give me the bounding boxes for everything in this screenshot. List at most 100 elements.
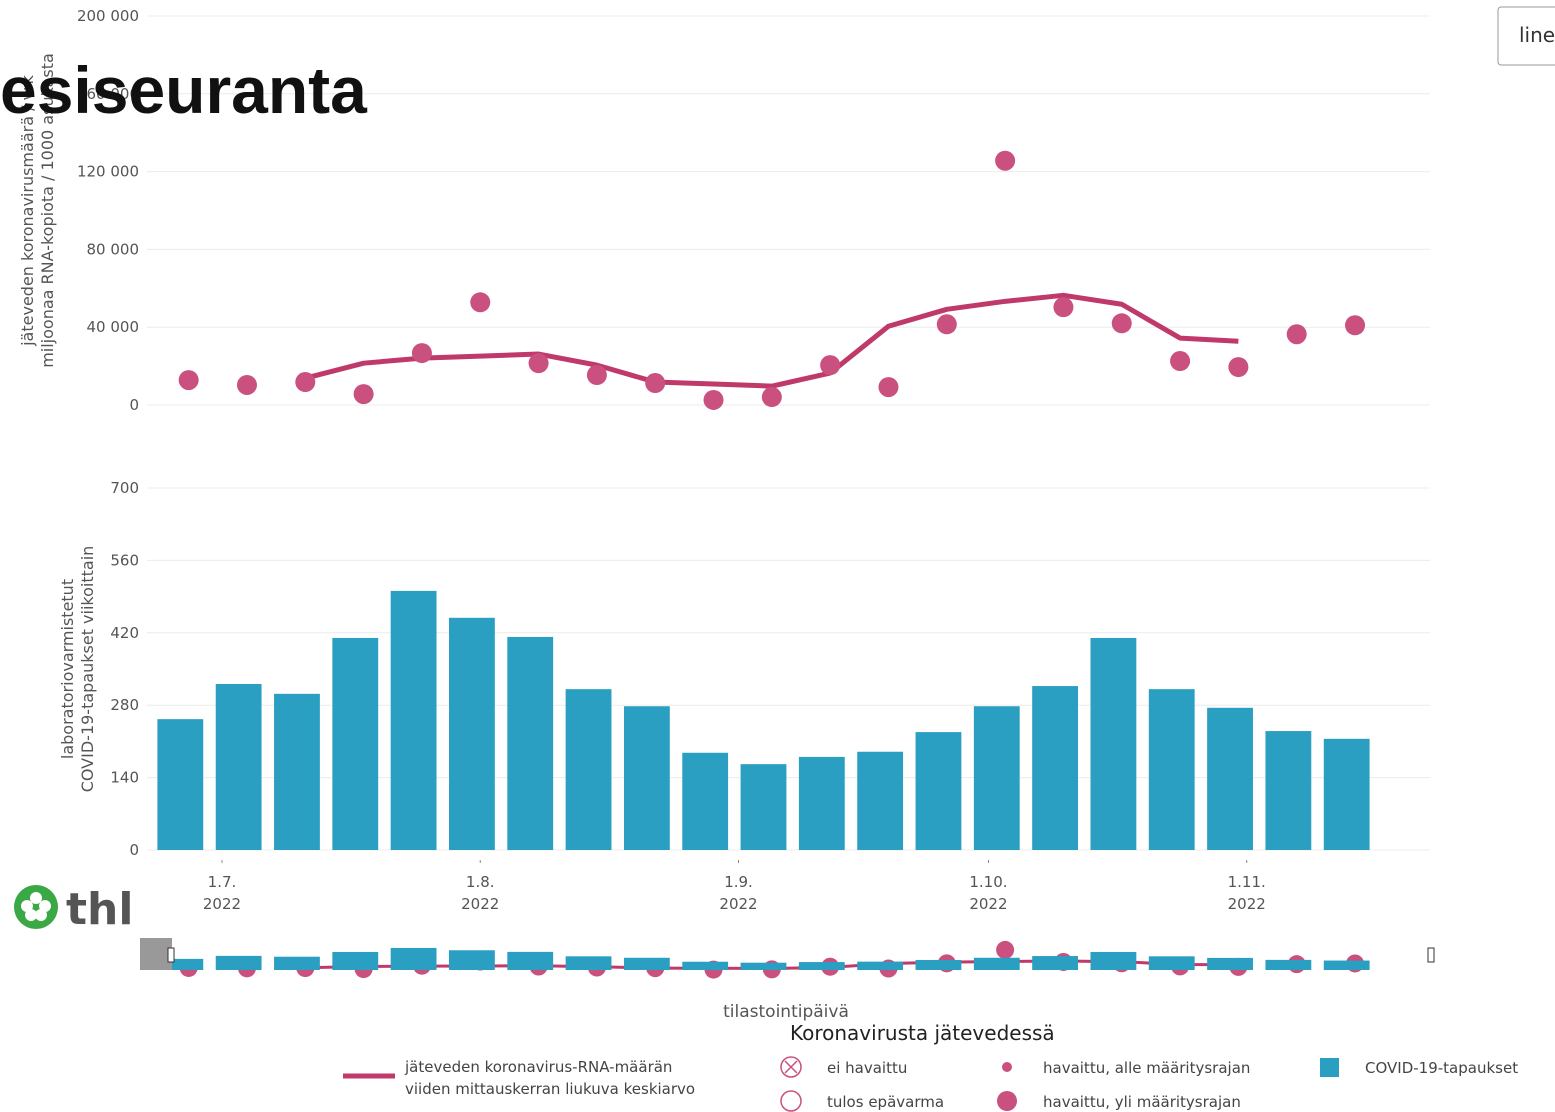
data-point — [878, 377, 899, 398]
y-tick-label: 0 — [129, 396, 139, 414]
data-point — [470, 292, 491, 313]
range-slider-grip — [1427, 947, 1435, 963]
legend-label: tulos epävarma — [827, 1093, 944, 1111]
logo: thl — [14, 884, 133, 935]
data-point — [1228, 357, 1249, 378]
logo-icon — [14, 885, 58, 929]
logo-text: thl — [66, 884, 133, 935]
legend-label: ei havaittu — [827, 1059, 907, 1077]
bar — [973, 706, 1020, 850]
data-point — [1345, 315, 1366, 336]
bar — [565, 689, 612, 850]
range-slider-bar — [1265, 959, 1312, 970]
data-point — [1286, 324, 1307, 345]
data-point — [586, 365, 607, 386]
range-slider-handle — [140, 938, 172, 970]
data-point — [411, 343, 432, 364]
y-tick-label: 200 000 — [77, 7, 139, 25]
range-slider-bar — [682, 961, 729, 970]
legend-label: jäteveden koronavirus-RNA-määrän viiden m… — [404, 1058, 695, 1098]
data-point — [1111, 313, 1132, 334]
legend-symbol — [784, 1060, 798, 1074]
range-slider-bar — [1323, 960, 1370, 970]
data-point — [703, 389, 724, 410]
x-tick-label: 1.10. 2022 — [969, 873, 1007, 913]
bar — [1265, 731, 1312, 850]
logo-petal — [21, 900, 33, 912]
y-axis-label: COVID-19-tapaukset viikoittain — [78, 546, 97, 793]
range-slider-point — [996, 940, 1015, 959]
range-slider-bar — [274, 956, 320, 970]
x-tick-label: 1.7. 2022 — [203, 873, 241, 913]
y-tick-label: 160 000 — [77, 85, 139, 103]
logo-petal — [30, 892, 42, 904]
bar — [1207, 707, 1253, 850]
bar — [215, 683, 262, 850]
y-tick-label: 700 — [110, 479, 139, 497]
range-slider-bar — [157, 958, 204, 970]
data-point — [528, 353, 549, 374]
logo-petal — [39, 900, 51, 912]
range-slider-bar — [740, 962, 787, 970]
bar — [1090, 637, 1137, 850]
range-slider-bar — [1207, 957, 1253, 970]
legend-symbol — [780, 1090, 802, 1112]
bar — [857, 751, 904, 850]
range-slider-bar — [565, 956, 612, 970]
y-tick-label: 80 000 — [87, 240, 140, 258]
range-slider-bar — [449, 950, 495, 970]
range-slider-bar — [1148, 956, 1195, 970]
data-point — [936, 314, 957, 335]
page-title: esiseuranta — [0, 53, 368, 127]
data-point — [1170, 351, 1191, 372]
data-point — [761, 387, 782, 408]
data-point — [178, 370, 199, 391]
button[interactable] — [1497, 6, 1555, 66]
x-tick-label: 1.9. 2022 — [719, 873, 757, 913]
legend-label: havaittu, alle määritysrajan — [1043, 1059, 1250, 1077]
bar — [1323, 738, 1370, 850]
data-point — [353, 384, 374, 405]
range-slider-bar — [215, 955, 262, 970]
bar — [740, 764, 787, 850]
range-slider-bar — [973, 957, 1020, 970]
legend-symbol — [780, 1056, 802, 1078]
bar — [1032, 686, 1079, 850]
range-slider-bar — [623, 957, 670, 970]
logo-petal — [25, 909, 37, 921]
legend-symbol — [1320, 1058, 1339, 1077]
y-tick-label: 0 — [129, 841, 139, 859]
range-slider-bar — [507, 951, 554, 970]
range-slider-bar — [332, 951, 379, 970]
bar — [623, 706, 670, 850]
range-slider-grip — [167, 947, 175, 963]
bar — [157, 719, 204, 850]
bar — [332, 637, 379, 850]
legend-title: Koronavirusta jätevedessä — [790, 1021, 1055, 1045]
range-slider-bar — [390, 947, 437, 970]
bar — [1148, 689, 1195, 850]
button-label[interactable]: line — [1519, 23, 1555, 47]
y-axis-label: jäteveden koronavirusmäärä / vrk — [18, 74, 37, 347]
data-point — [820, 355, 841, 376]
range-slider-bar — [857, 961, 904, 970]
y-axis-label: laboratoriovarmistetut — [58, 579, 77, 759]
data-point — [1053, 297, 1074, 318]
data-point — [995, 150, 1016, 171]
bar — [915, 732, 962, 850]
legend-symbol — [997, 1091, 1017, 1111]
y-axis-label: miljoonaa RNA-kopiota / 1000 asukasta — [38, 53, 57, 368]
y-tick-label: 140 — [110, 769, 139, 787]
bar — [274, 693, 320, 850]
bar — [449, 617, 495, 850]
bar — [798, 756, 845, 850]
data-point — [295, 372, 316, 393]
legend-label: havaittu, yli määritysrajan — [1043, 1093, 1241, 1111]
range-slider-bar — [1032, 956, 1079, 970]
range-slider-bar — [798, 962, 845, 970]
bar — [390, 590, 437, 850]
range-slider-bar — [915, 959, 962, 970]
moving-average-line — [304, 292, 1239, 389]
